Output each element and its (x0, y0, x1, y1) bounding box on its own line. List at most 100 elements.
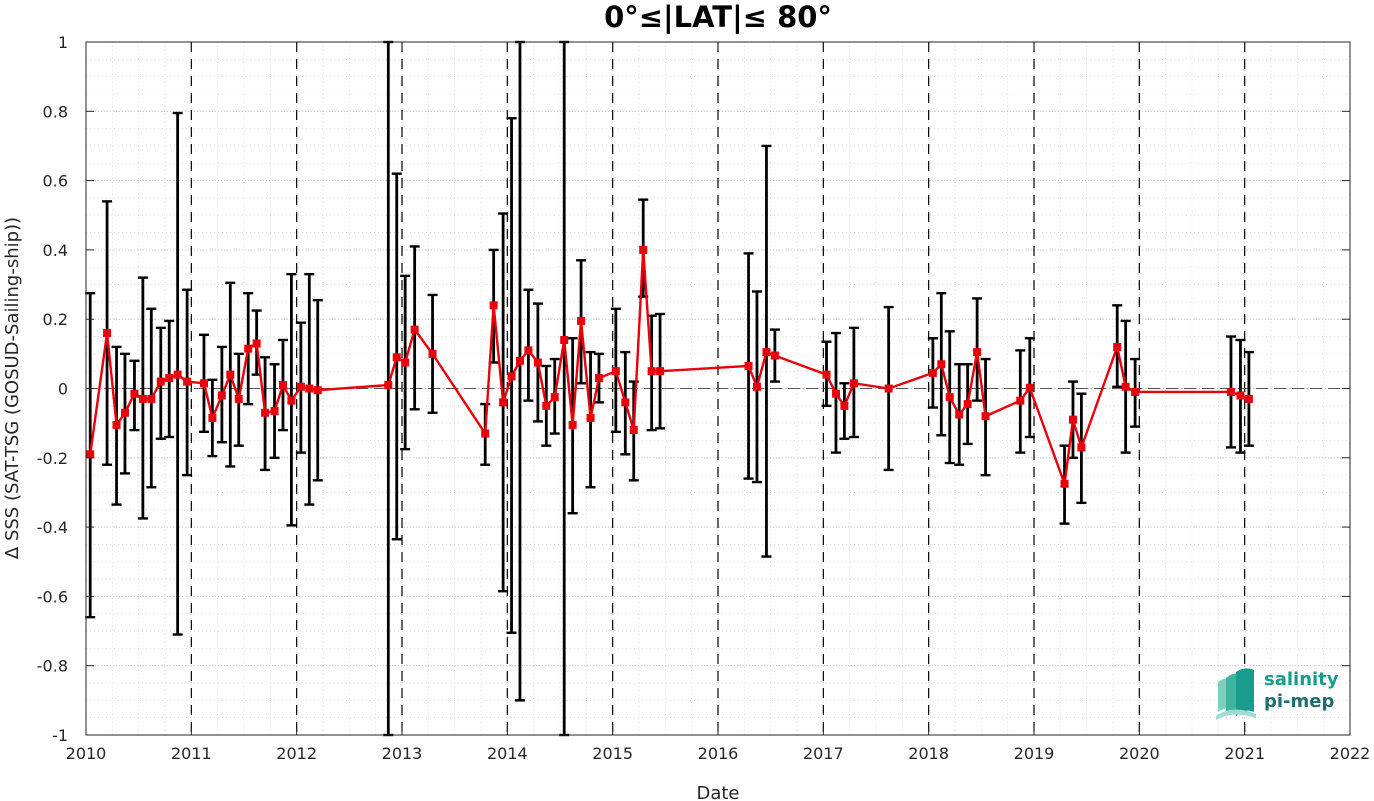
data-point (112, 420, 121, 429)
data-point (973, 348, 982, 357)
data-point (199, 379, 208, 388)
y-tick-label: 0.2 (43, 310, 68, 329)
data-point (173, 370, 182, 379)
data-point (515, 356, 524, 365)
y-tick-label: -0.2 (37, 449, 68, 468)
data-point (981, 412, 990, 421)
x-tick-label: 2011 (171, 744, 212, 763)
data-point (270, 407, 279, 416)
data-point (656, 367, 665, 376)
x-tick-labels: 2010 2011 2012 2013 2014 2015 2016 2017 2018 2019… (66, 744, 1371, 763)
data-point (752, 382, 761, 391)
data-point (945, 393, 954, 402)
data-point (86, 450, 95, 459)
data-point (594, 374, 603, 383)
data-point (770, 351, 779, 360)
data-point (840, 401, 849, 410)
data-point (428, 349, 437, 358)
y-tick-label: -1 (52, 726, 68, 745)
data-point (103, 329, 112, 338)
data-point (533, 358, 542, 367)
data-point (1077, 443, 1086, 452)
data-point (1068, 415, 1077, 424)
data-point (507, 372, 516, 381)
data-point (762, 348, 771, 357)
data-point (1060, 479, 1069, 488)
data-point (1244, 394, 1253, 403)
x-tick-label: 2013 (382, 744, 423, 763)
data-point (937, 360, 946, 369)
data-point (1025, 383, 1034, 392)
y-tick-label: -0.4 (37, 518, 68, 537)
x-tick-label: 2019 (1014, 744, 1055, 763)
x-axis-label: Date (696, 783, 739, 801)
data-point (744, 361, 753, 370)
data-point (542, 401, 551, 410)
logo-line2: pi-mep (1264, 691, 1334, 712)
x-tick-label: 2016 (698, 744, 739, 763)
y-tick-label: -0.8 (37, 657, 68, 676)
data-point (410, 325, 419, 334)
data-point (611, 367, 620, 376)
data-point (234, 394, 243, 403)
data-point (928, 368, 937, 377)
data-point (1016, 396, 1025, 405)
x-tick-label: 2020 (1119, 744, 1160, 763)
data-point (296, 382, 305, 391)
data-point (629, 426, 638, 435)
data-point (130, 389, 139, 398)
data-point (261, 408, 270, 417)
data-point (208, 413, 217, 422)
data-point (147, 394, 156, 403)
x-tick-label: 2021 (1224, 744, 1265, 763)
data-point (586, 413, 595, 422)
data-point (1236, 391, 1245, 400)
data-point (226, 370, 235, 379)
data-point (120, 408, 129, 417)
data-point (244, 344, 253, 353)
data-point (831, 389, 840, 398)
logo-line1: salinity (1264, 669, 1339, 690)
y-tick-label: 1 (58, 33, 68, 52)
x-tick-label: 2015 (592, 744, 633, 763)
x-tick-label: 2014 (487, 744, 528, 763)
y-tick-label: 0 (58, 380, 68, 399)
salinity-pi-mep-logo: salinity pi-mep (1216, 668, 1339, 720)
data-point (384, 381, 393, 390)
data-point (305, 384, 314, 393)
data-point (524, 346, 533, 355)
data-point (401, 358, 410, 367)
data-point (278, 381, 287, 390)
data-point (560, 335, 569, 344)
y-tick-label: 0.4 (43, 241, 68, 260)
x-tick-label: 2010 (66, 744, 107, 763)
y-tick-label: 0.8 (43, 102, 68, 121)
x-tick-label: 2018 (908, 744, 949, 763)
data-point (1226, 387, 1235, 396)
data-point (550, 393, 559, 402)
data-point (252, 339, 261, 348)
axis-ticks (85, 41, 1351, 736)
data-point (568, 420, 577, 429)
y-axis-label: Δ SSS (SAT-TSG (GOSUD-Sailing-ship)) (2, 217, 23, 559)
data-point (884, 384, 893, 393)
y-tick-labels: 1 0.8 0.6 0.4 0.2 0 -0.2 -0.4 -0.6 -0.8 -1 (37, 33, 68, 745)
data-point (822, 370, 831, 379)
data-point (138, 394, 147, 403)
y-tick-label: -0.6 (37, 587, 68, 606)
data-point (1113, 342, 1122, 351)
data-point (313, 386, 322, 395)
data-point (1121, 382, 1130, 391)
chart-title: 0°≤|LAT|≤ 80° (604, 0, 832, 34)
data-point (499, 398, 508, 407)
data-point (183, 377, 192, 386)
data-point (287, 396, 296, 405)
data-point (849, 379, 858, 388)
data-point (392, 353, 401, 362)
y-tick-label: 0.6 (43, 172, 68, 191)
data-point (577, 316, 586, 325)
data-point (489, 301, 498, 310)
data-point (647, 367, 656, 376)
data-point (156, 377, 165, 386)
